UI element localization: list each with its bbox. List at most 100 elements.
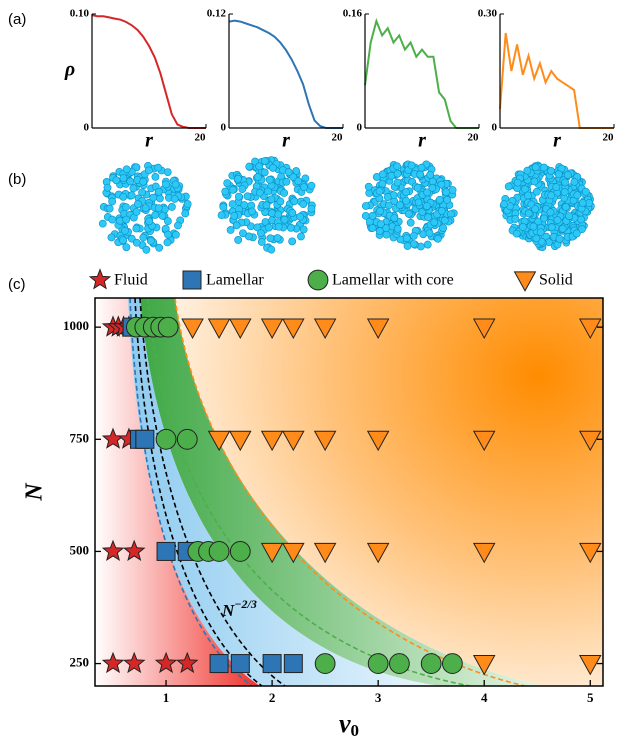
particle (146, 218, 153, 225)
particle (501, 201, 508, 208)
particle (123, 166, 130, 173)
circle-marker (177, 429, 197, 449)
annotation-exponent: −2/3 (234, 597, 257, 611)
particle (537, 229, 544, 236)
particle (261, 157, 268, 164)
particle (376, 188, 383, 195)
particle (505, 183, 512, 190)
particle (234, 175, 241, 182)
particle (417, 171, 424, 178)
x-tick-label: 5 (587, 690, 594, 705)
particle (514, 179, 521, 186)
particle (423, 203, 430, 210)
particle (265, 224, 272, 231)
particle (235, 236, 242, 243)
y-tick-label: 0 (357, 122, 363, 134)
particle (258, 238, 265, 245)
particle (109, 198, 116, 205)
circle-marker (315, 654, 335, 674)
particle (431, 219, 438, 226)
particle (531, 178, 538, 185)
legend-marker (90, 270, 110, 289)
particle (168, 203, 175, 210)
particle (274, 234, 281, 241)
y-tick-label: 750 (70, 430, 90, 445)
particle (440, 224, 447, 231)
particle (229, 201, 236, 208)
particle (553, 184, 560, 191)
particle (513, 230, 520, 237)
particle (121, 227, 128, 234)
particle (379, 180, 386, 187)
x-tick-label: 2 (269, 690, 276, 705)
particle (109, 216, 116, 223)
particle (404, 242, 411, 249)
particle (281, 189, 288, 196)
y-tick-label: 1000 (63, 318, 89, 333)
particle (566, 212, 573, 219)
particle (573, 230, 580, 237)
particle (256, 189, 263, 196)
y-tick-label: 0 (221, 122, 227, 134)
density-line (92, 15, 206, 128)
y-tick-label: 0.10 (70, 8, 90, 20)
square-marker (231, 655, 249, 673)
particle (246, 163, 253, 170)
particle (140, 178, 147, 185)
particle (99, 220, 106, 227)
particle (408, 162, 415, 169)
particle (394, 170, 401, 177)
x-tick-label: 1 (163, 690, 170, 705)
particle (222, 188, 229, 195)
particle (295, 178, 302, 185)
particle (275, 223, 282, 230)
particle (123, 244, 130, 251)
particle (239, 230, 246, 237)
particle (267, 235, 274, 242)
particle (269, 164, 276, 171)
particle (379, 171, 386, 178)
particle (268, 246, 275, 253)
x-axis-label: r (418, 130, 426, 152)
particle (441, 217, 448, 224)
panel-label: (b) (8, 171, 26, 188)
circle-marker (230, 542, 250, 562)
particle (120, 174, 127, 181)
particle (308, 205, 315, 212)
x-axis-label: r (145, 130, 153, 152)
particle (171, 195, 178, 202)
x-label-base: v (339, 709, 351, 738)
particle (142, 204, 149, 211)
square-marker (210, 655, 228, 673)
particle (519, 223, 526, 230)
particle (524, 167, 531, 174)
particle (547, 209, 554, 216)
particle (384, 193, 391, 200)
x-axis-label: v0 (339, 709, 359, 740)
particle (156, 195, 163, 202)
particle (524, 192, 531, 199)
particle (415, 199, 422, 206)
x-label-subscript: 0 (351, 721, 360, 740)
particle (120, 193, 127, 200)
particle (275, 211, 282, 218)
particle (281, 216, 288, 223)
particle (164, 168, 171, 175)
square-marker (136, 430, 154, 448)
particle (155, 205, 162, 212)
legend-marker (183, 271, 201, 289)
particle (147, 237, 154, 244)
particle (434, 235, 441, 242)
particle (377, 221, 384, 228)
particle (414, 184, 421, 191)
particle (150, 194, 157, 201)
particle (547, 167, 554, 174)
x-tick-label: 4 (481, 690, 488, 705)
y-tick-label: 500 (70, 542, 90, 557)
particle (283, 178, 290, 185)
particle (119, 237, 126, 244)
particle (261, 169, 268, 176)
particle (172, 231, 179, 238)
particle (300, 184, 307, 191)
particle (297, 213, 304, 220)
